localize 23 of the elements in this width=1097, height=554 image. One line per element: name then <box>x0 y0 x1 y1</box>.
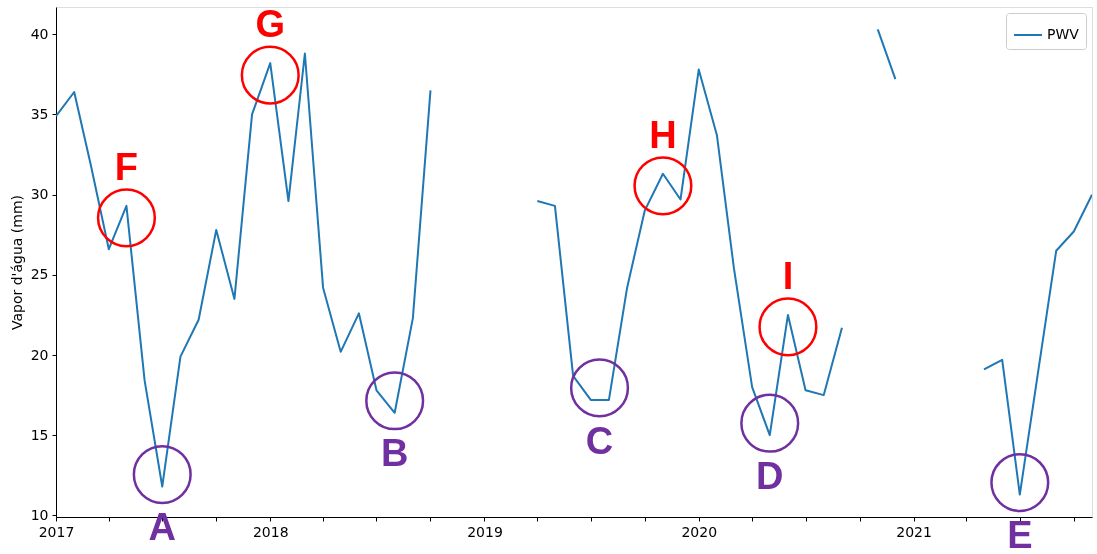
x-tick-label: 2018 <box>252 523 289 540</box>
annotation: H <box>649 113 677 156</box>
y-tick-label: 25 <box>30 266 49 283</box>
y-tick-label: 35 <box>30 105 49 122</box>
annotation: E <box>1007 514 1033 554</box>
x-tick-label: 2019 <box>467 523 503 540</box>
y-tick-label: 15 <box>30 426 49 443</box>
x-tick-label: 2017 <box>38 523 75 540</box>
x-tick-label: 2020 <box>681 523 718 540</box>
y-tick-label: 40 <box>30 25 49 42</box>
legend-label: PWV <box>1047 26 1080 42</box>
annotation: B <box>380 432 409 475</box>
annotation: G <box>255 3 286 46</box>
annotation: D <box>756 454 784 497</box>
y-tick-label: 10 <box>30 506 49 523</box>
annotation: A <box>148 506 176 549</box>
annotation: I <box>782 254 794 297</box>
annotation: C <box>585 419 614 462</box>
annotation: F <box>114 145 139 188</box>
y-tick-label: 20 <box>30 346 49 363</box>
y-tick-label: 30 <box>30 186 49 203</box>
x-tick-label: 2021 <box>896 523 932 540</box>
y-axis-title: Vapor d'água (mm) <box>8 194 25 331</box>
